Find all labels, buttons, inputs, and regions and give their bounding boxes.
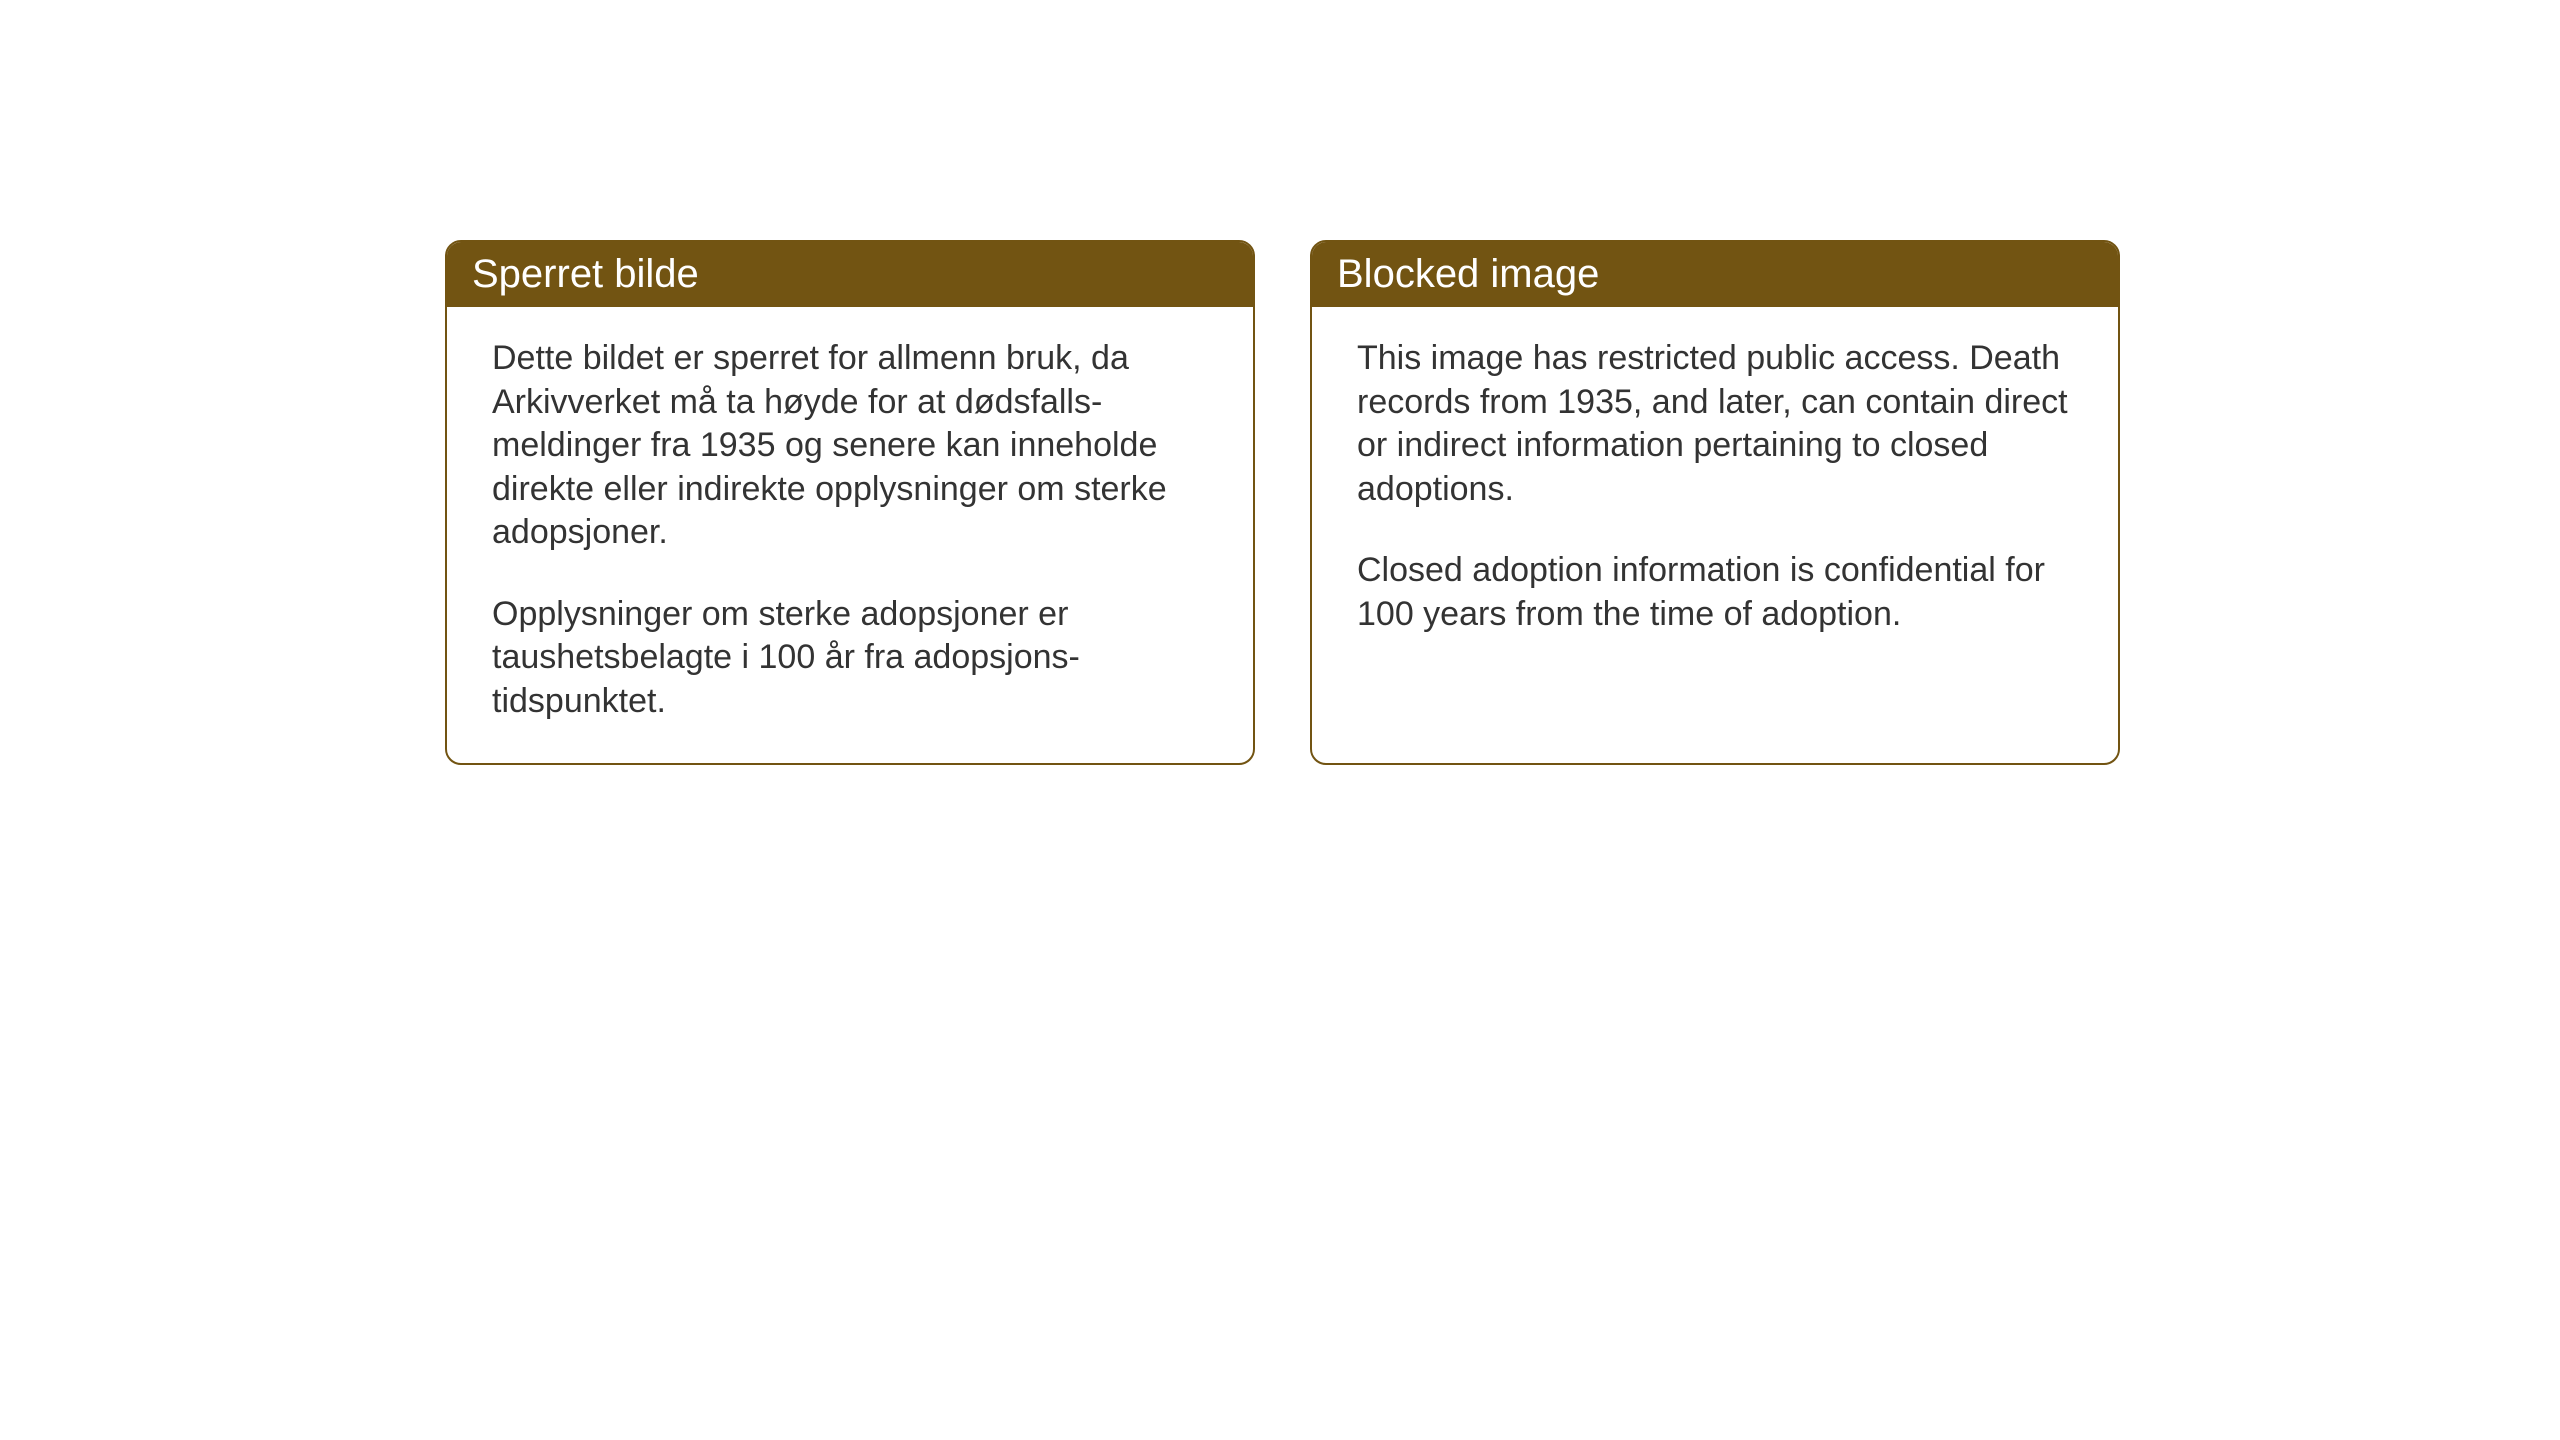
notice-body-english: This image has restricted public access.… <box>1312 307 2118 676</box>
notice-header-norwegian: Sperret bilde <box>447 242 1253 307</box>
notice-header-english: Blocked image <box>1312 242 2118 307</box>
notice-paragraph-2-norwegian: Opplysninger om sterke adopsjoner er tau… <box>492 593 1208 724</box>
notice-container: Sperret bilde Dette bildet er sperret fo… <box>445 240 2120 765</box>
notice-paragraph-1-norwegian: Dette bildet er sperret for allmenn bruk… <box>492 337 1208 555</box>
notice-card-norwegian: Sperret bilde Dette bildet er sperret fo… <box>445 240 1255 765</box>
notice-body-norwegian: Dette bildet er sperret for allmenn bruk… <box>447 307 1253 763</box>
notice-title-norwegian: Sperret bilde <box>472 252 699 296</box>
notice-paragraph-1-english: This image has restricted public access.… <box>1357 337 2073 511</box>
notice-card-english: Blocked image This image has restricted … <box>1310 240 2120 765</box>
notice-title-english: Blocked image <box>1337 252 1599 296</box>
notice-paragraph-2-english: Closed adoption information is confident… <box>1357 549 2073 636</box>
